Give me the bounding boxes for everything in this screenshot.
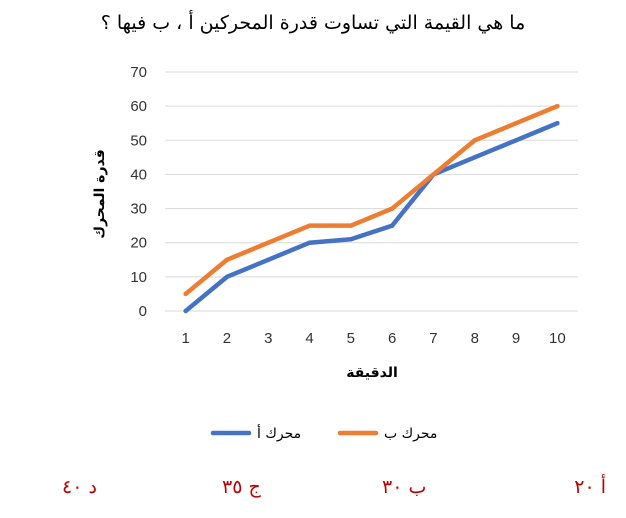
series-line-2	[183, 103, 560, 297]
data-point	[266, 240, 271, 245]
data-point	[431, 172, 436, 177]
x-tick-label: 5	[347, 330, 355, 347]
option-c[interactable]: ج ٣٥	[222, 476, 261, 498]
data-point	[224, 274, 230, 280]
data-point	[389, 223, 395, 228]
data-point	[266, 257, 271, 262]
x-tick-label: 9	[512, 330, 520, 347]
question-title: ما هي القيمة التي تساوت قدرة المحركين أ …	[100, 12, 526, 34]
data-point	[472, 155, 477, 160]
y-tick-label: 20	[130, 235, 147, 252]
x-tick-label: 6	[388, 330, 396, 347]
option-a[interactable]: أ ٢٠	[574, 476, 606, 498]
data-point	[348, 237, 354, 242]
y-axis-title: قدرة المحرك	[92, 149, 108, 239]
data-point	[307, 223, 312, 228]
y-tick-label: 50	[130, 132, 147, 149]
x-tick-label: 3	[264, 330, 272, 347]
legend-label: محرك ب	[384, 426, 437, 442]
gridlines	[165, 71, 578, 312]
option-d[interactable]: د ٤٠	[62, 476, 97, 498]
y-tick-label: 30	[130, 201, 147, 218]
x-tick-label: 2	[223, 330, 231, 347]
series-line-1	[183, 120, 560, 314]
data-point	[513, 121, 519, 126]
data-point	[555, 103, 560, 109]
data-point	[348, 223, 354, 228]
data-point	[183, 291, 188, 297]
y-axis-ticks: 0 10 20 30 40 50 60 70	[130, 64, 147, 320]
x-tick-label: 1	[181, 330, 189, 347]
data-point	[183, 308, 188, 314]
x-tick-label: 7	[429, 330, 437, 347]
y-tick-label: 70	[130, 64, 147, 81]
data-point	[224, 257, 230, 262]
legend-label: محرك أ	[257, 424, 301, 442]
x-axis-ticks: 1 2 3 4 5 6 7 8 9 10	[181, 330, 565, 347]
y-tick-label: 10	[130, 269, 147, 286]
series-lines	[183, 103, 560, 314]
option-b[interactable]: ب ٣٠	[382, 476, 427, 498]
y-tick-label: 40	[130, 166, 147, 183]
x-tick-label: 8	[471, 330, 479, 347]
data-point	[513, 138, 519, 143]
legend: محرك أ محرك ب	[210, 424, 437, 442]
data-point	[555, 121, 560, 126]
y-tick-label: 60	[130, 98, 147, 115]
x-tick-label: 4	[305, 330, 313, 347]
data-point	[472, 138, 477, 143]
x-tick-label: 10	[549, 330, 566, 347]
y-tick-label: 0	[139, 303, 147, 320]
x-axis-title: الدقيقة	[346, 365, 398, 381]
data-point	[389, 206, 395, 211]
data-point	[307, 240, 312, 245]
